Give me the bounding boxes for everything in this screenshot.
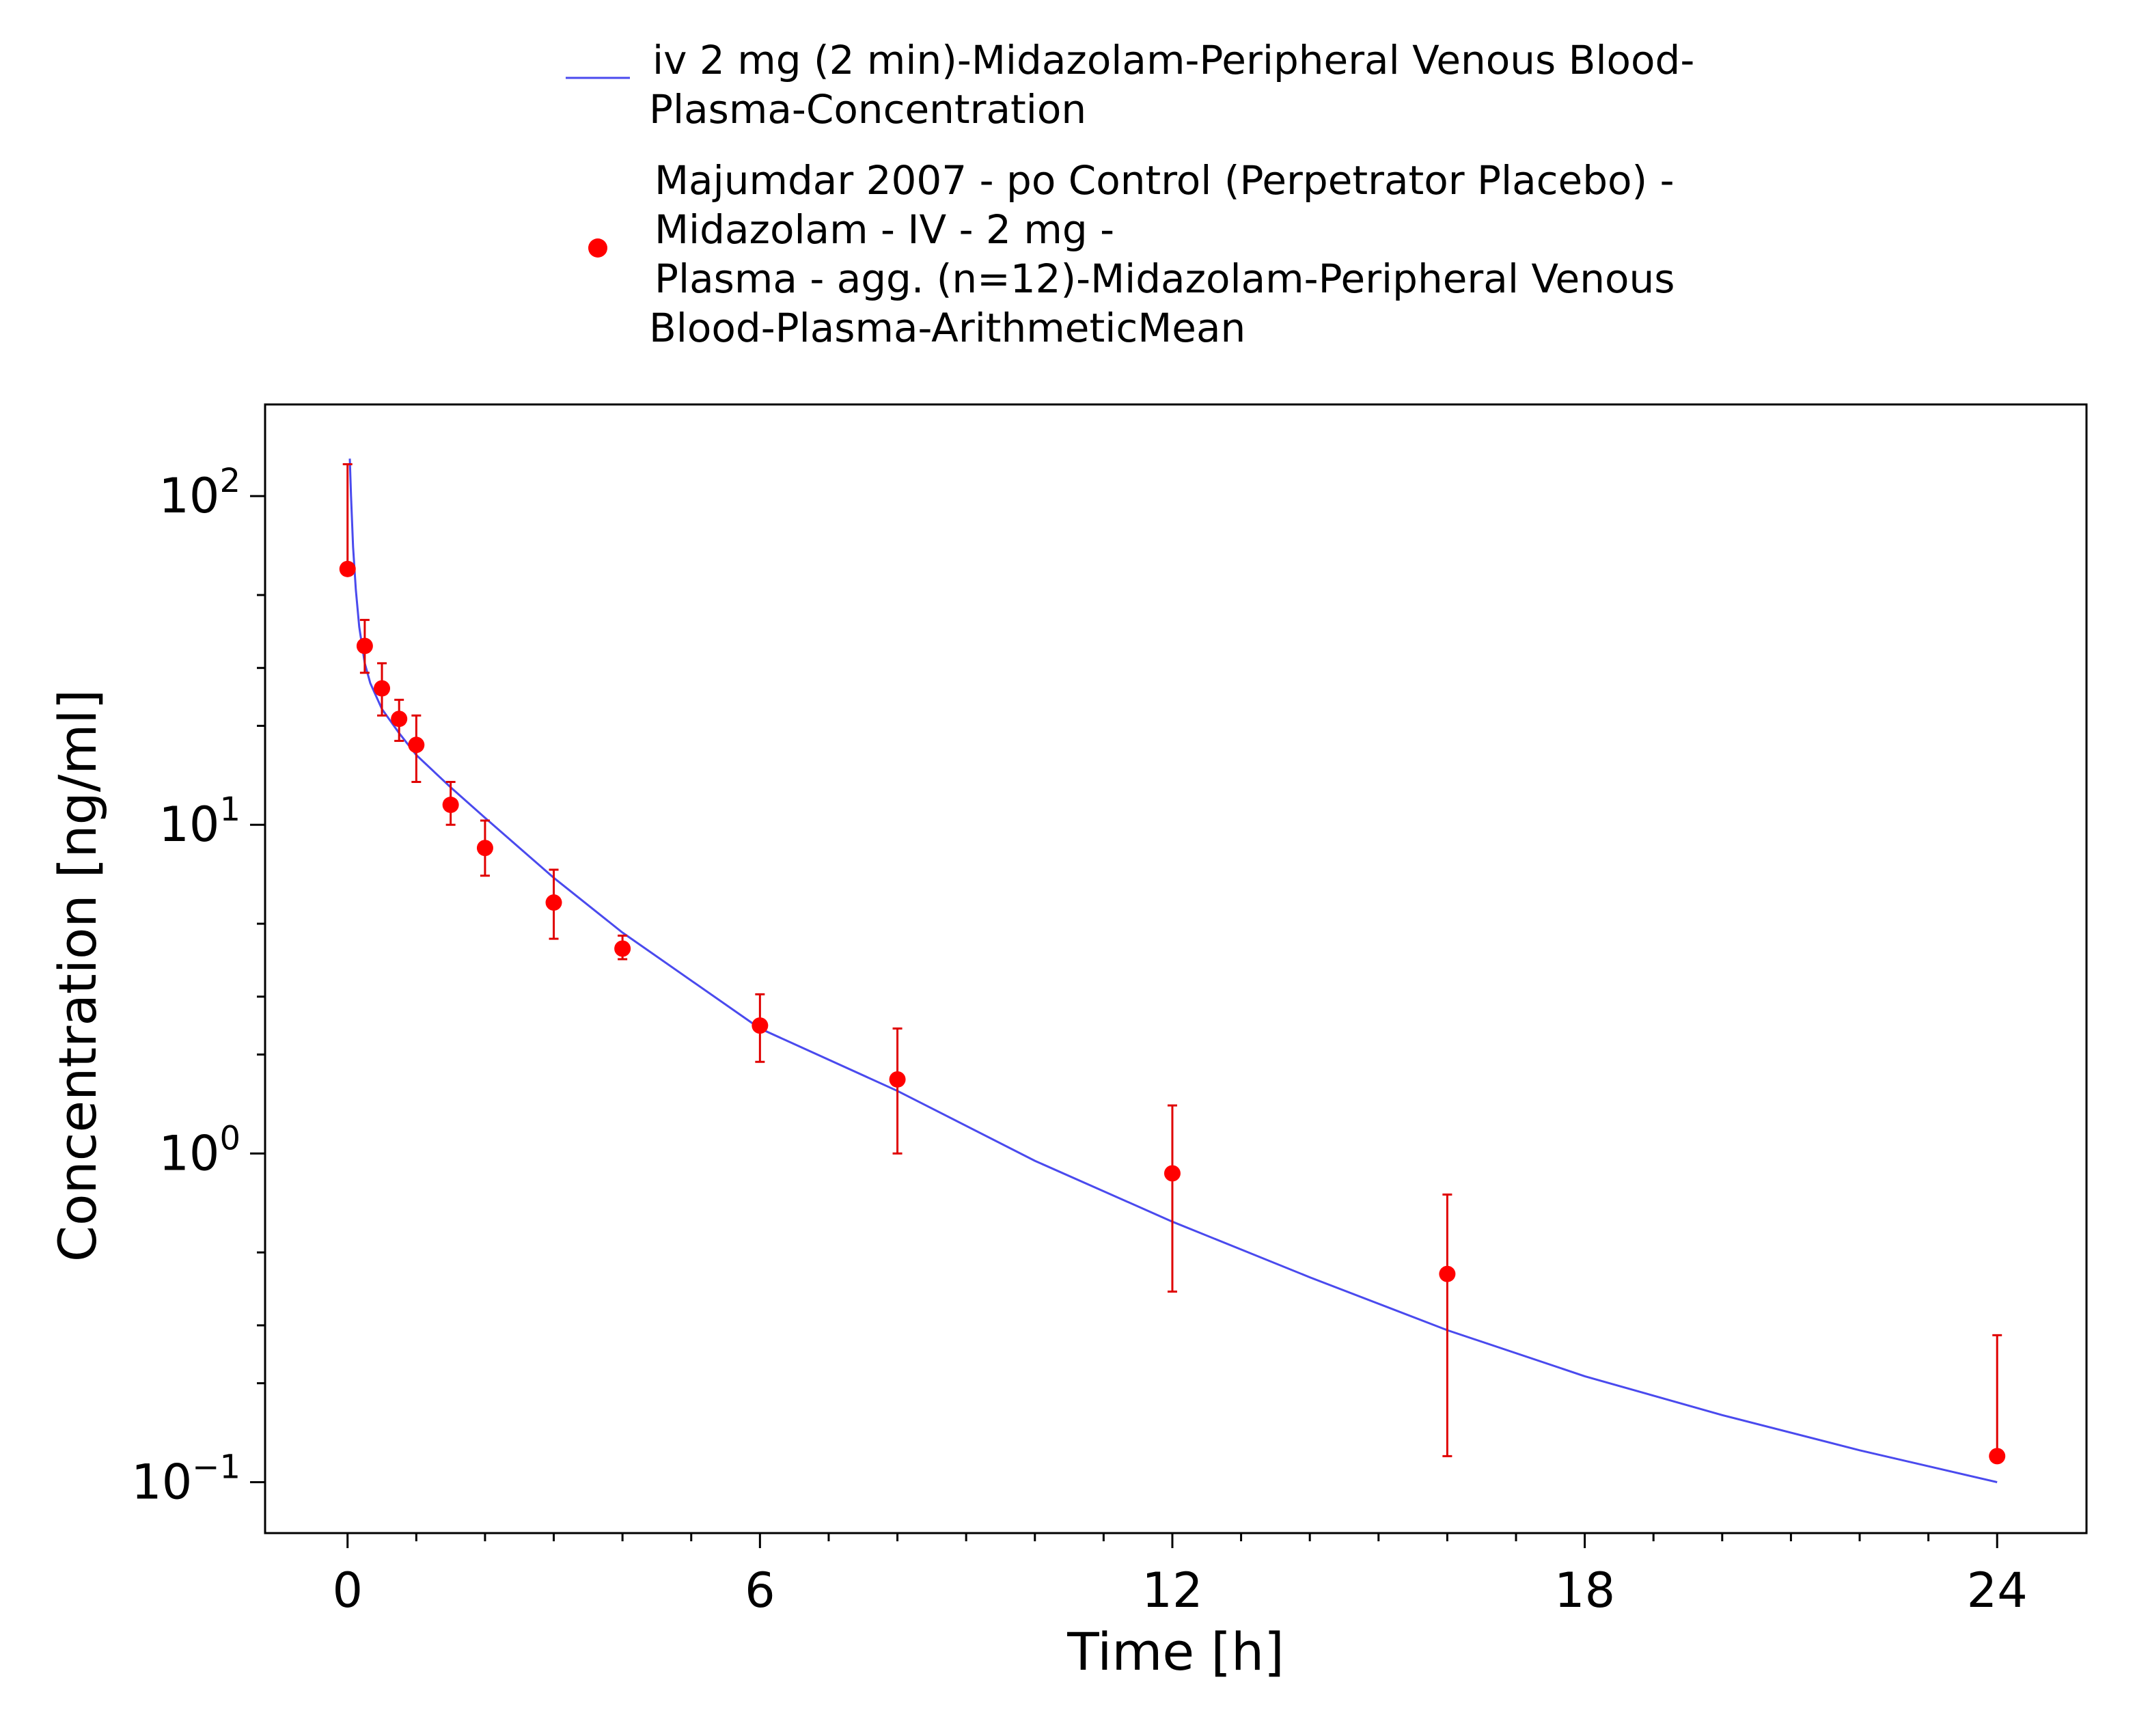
x-tick-label: 0	[332, 1562, 363, 1618]
observed-point	[1163, 1165, 1181, 1182]
legend-dot-marker	[588, 238, 607, 258]
simulation-line	[348, 458, 1998, 1483]
x-axis-label: Time [h]	[1066, 1621, 1284, 1682]
observed-point	[1439, 1265, 1456, 1282]
y-tick-label: 102	[159, 462, 240, 524]
observed-point	[545, 894, 562, 911]
observed-point	[339, 560, 356, 577]
y-tick-label: 10−1	[131, 1448, 240, 1510]
legend-item-2-line-2: Midazolam - IV - 2 mg -	[655, 206, 1114, 253]
observed-point	[374, 680, 391, 697]
observed-point	[476, 840, 493, 857]
observed-point	[1989, 1448, 2006, 1465]
observed-point	[442, 797, 459, 814]
observed-point	[391, 711, 408, 728]
observed-point	[356, 637, 373, 655]
y-tick-label: 101	[159, 790, 240, 853]
series-layer	[339, 458, 2006, 1483]
observed-point	[614, 940, 631, 957]
legend-item-1-line-1: iv 2 mg (2 min)-Midazolam-Peripheral Ven…	[652, 37, 1694, 83]
x-tick-label: 18	[1554, 1562, 1615, 1618]
y-tick-label: 100	[159, 1119, 240, 1181]
legend-item-2-line-3: Plasma - agg. (n=12)-Midazolam-Periphera…	[655, 256, 1675, 302]
observed-point	[889, 1071, 906, 1088]
y-axis-label: Concentration [ng/ml]	[47, 689, 108, 1262]
x-tick-label: 12	[1142, 1562, 1202, 1618]
x-axis-ticks: 0 6 12 18 24	[332, 1533, 2028, 1618]
x-tick-label: 24	[1967, 1562, 2028, 1618]
legend-item-2-line-4: Blood-Plasma-ArithmeticMean	[649, 305, 1245, 351]
plot-area-frame	[264, 403, 2088, 1534]
legend-item-2-line-1: Majumdar 2007 - po Control (Perpetrator …	[655, 157, 1675, 204]
y-axis-ticks: 102 101 100 10−1	[131, 462, 265, 1510]
legend-item-1-line-2: Plasma-Concentration	[649, 86, 1086, 133]
observed-point	[408, 736, 425, 754]
legend: iv 2 mg (2 min)-Midazolam-Peripheral Ven…	[566, 37, 1694, 351]
x-tick-label: 6	[745, 1562, 775, 1618]
observed-point	[752, 1017, 769, 1034]
